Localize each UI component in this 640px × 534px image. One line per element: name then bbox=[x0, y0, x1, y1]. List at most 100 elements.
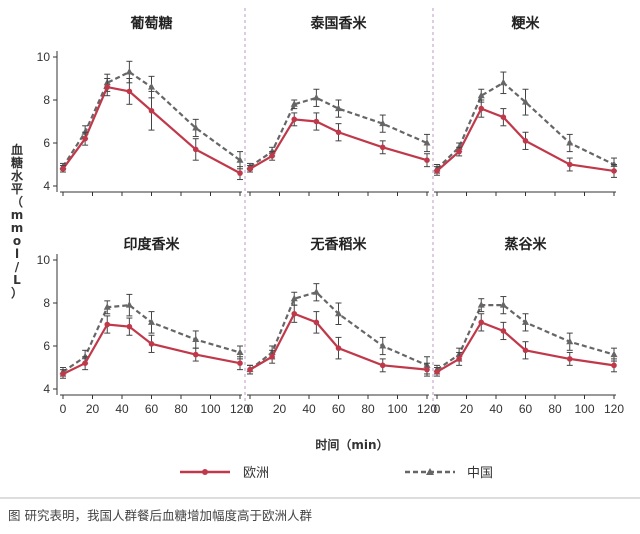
panel-title: 粳米 bbox=[511, 15, 541, 32]
x-tick-label: 40 bbox=[115, 402, 129, 416]
europe-series-point bbox=[148, 107, 155, 114]
x-tick-label: 20 bbox=[86, 402, 100, 416]
europe-series-point bbox=[566, 161, 573, 168]
europe-series-point bbox=[247, 166, 253, 172]
china-series-point bbox=[192, 123, 200, 131]
y-tick-label: 8 bbox=[43, 296, 50, 310]
x-tick-label: 100 bbox=[574, 402, 594, 416]
china-series-point bbox=[148, 318, 155, 325]
x-tick-label: 0 bbox=[434, 402, 441, 416]
x-tick-label: 20 bbox=[273, 402, 287, 416]
x-tick-label: 40 bbox=[489, 402, 503, 416]
europe-series-point bbox=[237, 360, 243, 367]
china-series-point bbox=[81, 352, 89, 360]
europe-series-point bbox=[247, 366, 253, 373]
y-axis-label-char: 血 bbox=[11, 142, 23, 157]
europe-series-point bbox=[237, 170, 243, 176]
europe-series-point bbox=[104, 84, 111, 90]
y-tick-label: 6 bbox=[43, 136, 50, 150]
panel-title: 蒸谷米 bbox=[505, 236, 548, 253]
x-tick-label: 120 bbox=[230, 402, 250, 416]
china-series-point bbox=[379, 119, 387, 127]
china-series-point bbox=[499, 78, 507, 86]
europe-series-point bbox=[522, 138, 529, 144]
europe-series-point bbox=[291, 310, 298, 317]
europe-series-point bbox=[456, 148, 462, 155]
x-tick-label: 80 bbox=[361, 402, 375, 416]
china-series-point bbox=[312, 288, 320, 295]
x-tick-label: 20 bbox=[460, 402, 474, 416]
x-tick-label: 60 bbox=[145, 402, 159, 416]
panel-title: 葡萄糖 bbox=[130, 15, 173, 32]
x-tick-label: 0 bbox=[60, 402, 67, 416]
europe-series-point bbox=[335, 129, 342, 136]
china-series-point bbox=[335, 104, 342, 112]
panel-6: 蒸谷米 0 20 40 60 80 100 120 bbox=[433, 236, 624, 416]
x-tick-label: 100 bbox=[200, 402, 220, 416]
china-series-point bbox=[522, 318, 529, 325]
europe-series-point bbox=[192, 146, 199, 153]
europe-series-point bbox=[478, 105, 485, 112]
europe-series-point bbox=[500, 328, 507, 334]
europe-series-point bbox=[379, 362, 386, 369]
europe-series-point bbox=[335, 345, 342, 351]
panel-title: 泰国香米 bbox=[310, 15, 368, 32]
europe-series-point bbox=[424, 366, 430, 373]
europe-series-point bbox=[104, 321, 111, 328]
china-series-point bbox=[566, 337, 574, 345]
y-axis-label: 血糖水平（ m m o l / L） bbox=[11, 142, 24, 300]
china-series-point bbox=[610, 160, 618, 167]
europe-series-point bbox=[566, 356, 573, 362]
china-series-point bbox=[236, 348, 244, 355]
x-tick-label: 0 bbox=[247, 402, 254, 416]
china-series-point bbox=[379, 342, 387, 349]
legend-europe-label: 欧洲 bbox=[243, 466, 269, 481]
x-tick-label: 60 bbox=[332, 402, 346, 416]
europe-series-point bbox=[82, 360, 88, 367]
panel-5: 无香稻米 0 20 40 60 80 100 120 bbox=[246, 236, 437, 416]
panel-1: 葡萄糖 4 6 8 10 bbox=[37, 15, 244, 196]
legend-china-label: 中国 bbox=[467, 466, 493, 481]
europe-series-point bbox=[291, 116, 298, 123]
china-series-point bbox=[335, 309, 342, 317]
europe-series-point bbox=[60, 166, 66, 172]
y-axis-label-char: 水 bbox=[11, 168, 24, 183]
x-tick-label: 80 bbox=[174, 402, 188, 416]
china-series-point bbox=[192, 335, 200, 343]
y-tick-label: 8 bbox=[43, 93, 50, 107]
europe-series-point bbox=[424, 157, 430, 163]
legend-europe-marker bbox=[202, 469, 208, 475]
china-series-point bbox=[312, 93, 320, 101]
y-axis-label-char: m bbox=[11, 208, 24, 222]
y-tick-label: 6 bbox=[43, 339, 50, 353]
panel-2: 泰国香米 bbox=[246, 15, 431, 196]
y-axis-label-char: / bbox=[15, 260, 20, 274]
europe-series-point bbox=[611, 168, 617, 174]
europe-series-point bbox=[313, 319, 320, 326]
europe-series-point bbox=[500, 114, 507, 120]
y-axis-label-char: l bbox=[15, 247, 19, 261]
legend: 欧洲 中国 bbox=[180, 466, 493, 481]
china-series-point bbox=[148, 83, 155, 90]
europe-series-point bbox=[456, 356, 462, 362]
europe-series-point bbox=[434, 369, 440, 375]
y-tick-label: 10 bbox=[37, 253, 51, 267]
europe-series-point bbox=[126, 323, 133, 330]
figure-caption: 图 研究表明，我国人群餐后血糖增加幅度高于欧洲人群 bbox=[8, 508, 312, 523]
x-tick-label: 80 bbox=[548, 402, 562, 416]
panel-title: 无香稻米 bbox=[310, 236, 368, 253]
y-axis-label-char: L bbox=[13, 273, 21, 287]
europe-series-point bbox=[269, 153, 275, 159]
y-axis-label-char: 平 bbox=[11, 182, 23, 196]
europe-series-point bbox=[611, 362, 617, 369]
china-series-point bbox=[125, 301, 133, 308]
x-tick-label: 100 bbox=[387, 402, 407, 416]
y-axis-label-char: ） bbox=[11, 285, 23, 300]
china-series-point bbox=[236, 156, 244, 163]
china-series-point bbox=[477, 91, 485, 99]
china-series-point bbox=[522, 98, 529, 105]
europe-series-point bbox=[148, 341, 155, 347]
y-axis-label-char: （ bbox=[11, 194, 23, 209]
europe-series-point bbox=[192, 351, 199, 358]
